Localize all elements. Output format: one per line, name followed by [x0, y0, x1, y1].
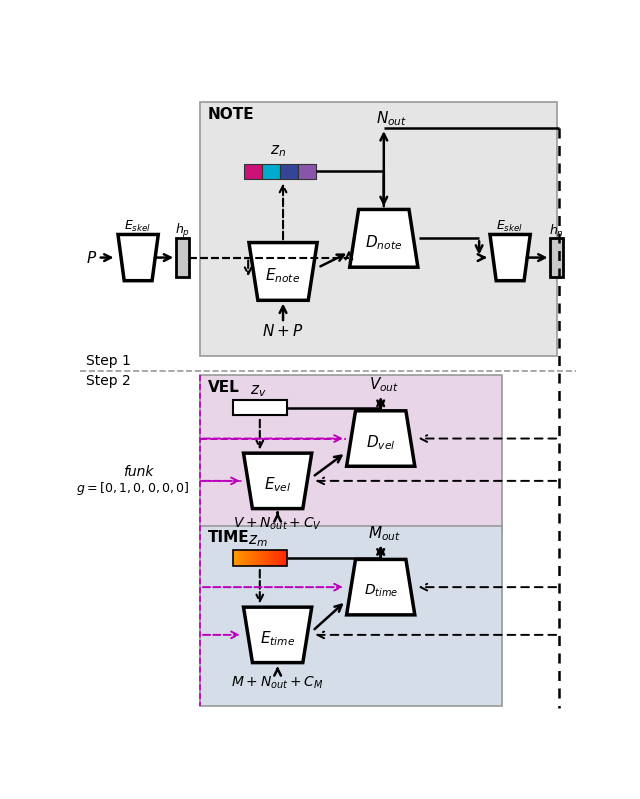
Text: NOTE: NOTE: [208, 107, 255, 122]
Bar: [273, 551, 274, 566]
Bar: [268, 551, 269, 566]
FancyBboxPatch shape: [233, 400, 287, 415]
Polygon shape: [490, 234, 531, 280]
Text: $z_m$: $z_m$: [248, 533, 268, 549]
Bar: [257, 551, 259, 566]
Bar: [246, 551, 248, 566]
Bar: [266, 551, 267, 566]
Bar: [262, 551, 263, 566]
Text: $M_{out}$: $M_{out}$: [368, 524, 401, 543]
Text: VEL: VEL: [208, 380, 239, 396]
Text: $E_{vel}$: $E_{vel}$: [264, 475, 291, 494]
Polygon shape: [347, 411, 415, 467]
FancyBboxPatch shape: [200, 376, 502, 533]
Bar: [256, 551, 257, 566]
Bar: [272, 551, 273, 566]
Text: TIME: TIME: [208, 531, 250, 546]
Bar: [275, 551, 276, 566]
Text: $V + N_{out} + C_V$: $V + N_{out} + C_V$: [233, 516, 322, 532]
Bar: [249, 551, 250, 566]
Text: $h_n$: $h_n$: [549, 223, 564, 239]
Bar: [259, 551, 260, 566]
Bar: [253, 551, 254, 566]
Text: $E_{skel}$: $E_{skel}$: [497, 219, 524, 234]
Bar: [252, 551, 253, 566]
Bar: [269, 551, 270, 566]
Bar: [244, 551, 245, 566]
Polygon shape: [244, 453, 312, 509]
Bar: [283, 551, 284, 566]
Text: $E_{time}$: $E_{time}$: [260, 630, 295, 648]
Text: $D_{time}$: $D_{time}$: [364, 582, 398, 599]
Bar: [278, 551, 279, 566]
Bar: [255, 551, 256, 566]
Bar: [250, 551, 252, 566]
Bar: [276, 551, 277, 566]
Bar: [233, 551, 234, 566]
Bar: [265, 551, 266, 566]
Bar: [241, 551, 242, 566]
Bar: [260, 551, 261, 566]
FancyBboxPatch shape: [280, 164, 298, 179]
Text: $N + P$: $N + P$: [262, 323, 304, 339]
Polygon shape: [249, 243, 317, 300]
Polygon shape: [118, 234, 158, 280]
Bar: [284, 551, 285, 566]
Bar: [243, 551, 244, 566]
Bar: [281, 551, 282, 566]
Text: Step 2: Step 2: [86, 374, 131, 388]
Bar: [245, 551, 246, 566]
Text: $D_{vel}$: $D_{vel}$: [366, 433, 396, 451]
Text: $N_{out}$: $N_{out}$: [376, 109, 407, 129]
Bar: [280, 551, 281, 566]
Bar: [235, 551, 236, 566]
Text: $D_{note}$: $D_{note}$: [365, 233, 403, 252]
Bar: [271, 551, 272, 566]
Bar: [264, 551, 265, 566]
Bar: [248, 551, 249, 566]
Bar: [254, 551, 255, 566]
Polygon shape: [347, 559, 415, 615]
Bar: [237, 551, 238, 566]
Bar: [282, 551, 283, 566]
Bar: [261, 551, 262, 566]
Bar: [242, 551, 243, 566]
Text: $z_n$: $z_n$: [269, 144, 285, 159]
Bar: [286, 551, 287, 566]
Text: $M + N_{out} + C_M$: $M + N_{out} + C_M$: [231, 674, 324, 691]
Text: $V_{out}$: $V_{out}$: [369, 376, 400, 394]
Bar: [238, 551, 239, 566]
Text: funk: funk: [123, 465, 154, 479]
Text: $P$: $P$: [86, 249, 97, 265]
Bar: [270, 551, 271, 566]
Text: $h_p$: $h_p$: [175, 221, 190, 240]
Bar: [279, 551, 280, 566]
Text: $z_v$: $z_v$: [250, 383, 266, 399]
FancyBboxPatch shape: [298, 164, 316, 179]
Text: $E_{skel}$: $E_{skel}$: [124, 219, 152, 234]
FancyBboxPatch shape: [200, 102, 557, 356]
FancyBboxPatch shape: [262, 164, 280, 179]
FancyBboxPatch shape: [550, 238, 563, 276]
Bar: [234, 551, 235, 566]
Bar: [267, 551, 268, 566]
Polygon shape: [244, 607, 312, 662]
FancyBboxPatch shape: [244, 164, 262, 179]
Text: Step 1: Step 1: [86, 354, 131, 368]
Bar: [277, 551, 278, 566]
Text: $g = [0,1,0,0,0,0]$: $g = [0,1,0,0,0,0]$: [76, 480, 189, 497]
Bar: [236, 551, 237, 566]
Bar: [285, 551, 286, 566]
FancyBboxPatch shape: [176, 238, 189, 276]
FancyBboxPatch shape: [200, 526, 502, 706]
Bar: [263, 551, 264, 566]
Polygon shape: [349, 209, 418, 267]
Text: $E_{note}$: $E_{note}$: [266, 266, 301, 284]
Bar: [239, 551, 241, 566]
Bar: [274, 551, 275, 566]
